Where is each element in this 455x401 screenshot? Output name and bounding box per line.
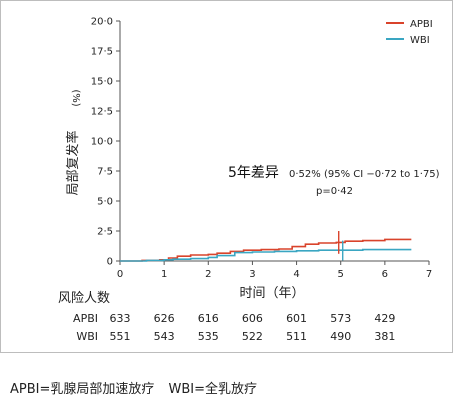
risk-cell: 429: [374, 312, 396, 325]
x-tick-label: 3: [249, 269, 255, 280]
risk-cell: 551: [109, 330, 131, 343]
five-year-difference-annotation: 5年差异 0·52% (95% CI −0·72 to 1·75) p=0·42: [228, 165, 440, 197]
legend-label-wbi: WBI: [410, 35, 430, 46]
footnote-wbi: WBI=全乳放疗: [168, 382, 258, 397]
x-tick-label: 2: [205, 269, 211, 280]
risk-table-title: 风险人数: [58, 291, 111, 306]
risk-cell: 535: [197, 330, 219, 343]
y-axis-label: 局部复发率: [65, 130, 81, 195]
risk-cell: 606: [241, 312, 263, 325]
x-tick-label: 6: [382, 269, 388, 280]
legend: APBI WBI: [386, 19, 433, 46]
x-tick-label: 1: [161, 269, 167, 280]
y-tick-label: 10·0: [91, 137, 113, 148]
annotation-title: 5年差异: [228, 165, 279, 181]
y-tick-label: 17·5: [91, 47, 113, 58]
axes: [119, 21, 429, 262]
risk-cell: 633: [109, 312, 131, 325]
risk-cell: 616: [197, 312, 219, 325]
risk-cell: 626: [153, 312, 175, 325]
annotation-p-value: p=0·42: [316, 186, 353, 197]
risk-cell: 543: [153, 330, 175, 343]
risk-cell: 381: [374, 330, 396, 343]
series-line-wbi: [120, 248, 412, 262]
annotation-difference: 0·52% (95% CI −0·72 to 1·75): [289, 169, 440, 180]
y-tick-label: 0: [107, 257, 113, 268]
y-tick-label: 2·5: [97, 227, 113, 238]
figure-frame: [0, 0, 453, 353]
risk-cell: 490: [330, 330, 352, 343]
y-tick-label: 5·0: [97, 197, 113, 208]
footnote: APBI=乳腺局部加速放疗 WBI=全乳放疗: [10, 378, 267, 397]
risk-cell: 573: [330, 312, 352, 325]
risk-cell: 522: [241, 330, 263, 343]
risk-row-label-wbi: WBI: [76, 330, 98, 343]
y-tick-label: 15·0: [91, 77, 113, 88]
x-axis-label: 时间（年）: [239, 286, 304, 301]
risk-cell: 511: [286, 330, 308, 343]
legend-label-apbi: APBI: [410, 19, 433, 30]
x-tick-label: 5: [338, 269, 344, 280]
y-tick-label: 7·5: [97, 167, 113, 178]
x-tick-label: 4: [293, 269, 299, 280]
y-axis-unit: (%): [70, 89, 81, 106]
y-tick-label: 12·5: [91, 107, 113, 118]
risk-row-label-apbi: APBI: [73, 312, 98, 325]
x-tick-label: 7: [426, 269, 432, 280]
x-tick-label: 0: [117, 269, 123, 280]
risk-cell: 601: [286, 312, 308, 325]
y-tick-label: 20·0: [91, 17, 113, 28]
footnote-apbi: APBI=乳腺局部加速放疗: [10, 382, 155, 397]
